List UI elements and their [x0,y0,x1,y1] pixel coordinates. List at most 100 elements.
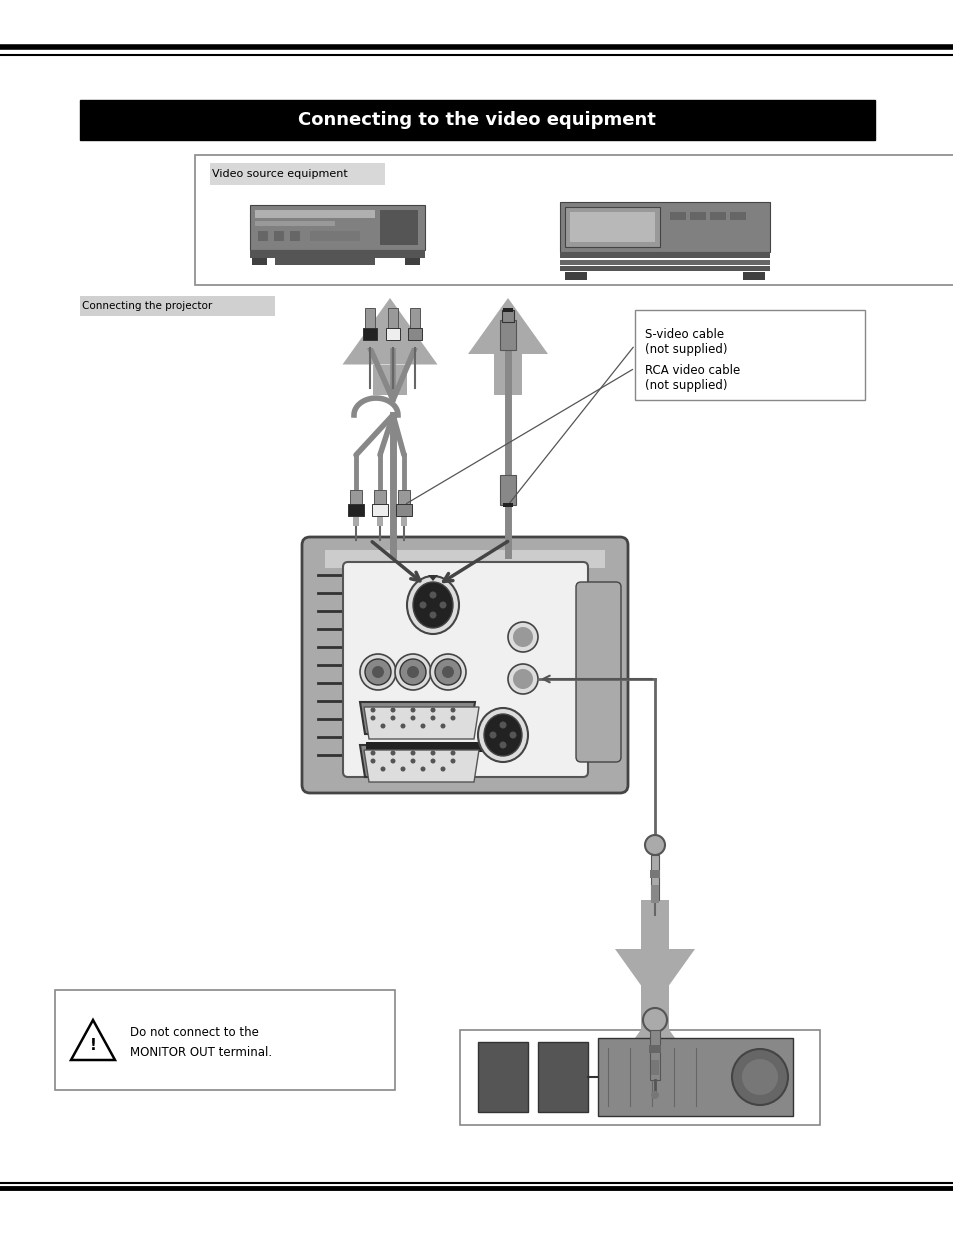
Circle shape [430,715,435,720]
Text: Video source equipment: Video source equipment [212,169,348,179]
Bar [400,516,407,526]
Polygon shape [615,1010,695,1066]
Text: Do not connect to the: Do not connect to the [130,1025,258,1039]
Circle shape [390,751,395,756]
Circle shape [741,1058,778,1095]
Bar [569,212,655,242]
Bar [390,340,395,348]
Circle shape [429,592,436,599]
Ellipse shape [407,576,458,634]
Bar [689,212,705,220]
Circle shape [380,767,385,772]
Circle shape [370,751,375,756]
Bar [254,210,375,219]
Circle shape [430,708,435,713]
Circle shape [435,659,460,685]
Bar [742,272,764,280]
Bar [410,308,419,336]
Bar [669,212,685,220]
Text: S-video cable: S-video cable [644,329,723,342]
Bar [648,1045,660,1053]
Circle shape [407,666,418,678]
Circle shape [410,715,416,720]
Text: (not supplied): (not supplied) [644,378,727,391]
Bar [290,231,299,241]
Text: (not supplied): (not supplied) [644,343,727,357]
Bar [477,1042,527,1112]
Bar [194,156,953,285]
Bar [353,516,358,526]
Bar [366,742,484,752]
Bar [598,1037,792,1116]
Bar [367,340,373,348]
Circle shape [650,1091,659,1099]
Bar [374,490,386,513]
Polygon shape [71,1020,115,1060]
Circle shape [390,758,395,763]
Text: RCA video cable: RCA video cable [644,363,740,377]
Polygon shape [468,298,547,354]
Circle shape [489,731,496,739]
FancyBboxPatch shape [302,537,627,793]
Bar [494,354,521,395]
Circle shape [440,767,445,772]
Bar [257,231,268,241]
Ellipse shape [477,708,527,762]
Bar [537,1042,587,1112]
Circle shape [410,751,416,756]
Circle shape [507,664,537,694]
Circle shape [365,659,391,685]
Bar [559,261,769,266]
Circle shape [429,611,436,619]
Circle shape [395,655,431,690]
Circle shape [513,627,533,647]
Circle shape [450,751,455,756]
Bar [325,550,604,568]
Bar [459,1030,820,1125]
Bar [373,364,406,395]
Bar [412,340,417,348]
Bar [350,490,361,513]
Bar [559,266,769,270]
Bar [397,490,410,513]
Circle shape [410,708,416,713]
Bar [559,252,769,258]
Circle shape [390,708,395,713]
Bar [640,915,668,1066]
Bar [650,855,659,900]
Bar [388,308,397,336]
Bar [635,310,864,400]
Bar [80,296,274,316]
Circle shape [420,724,425,729]
Bar [310,231,359,241]
Bar [80,100,874,140]
Bar [210,163,385,185]
Bar [274,231,284,241]
FancyBboxPatch shape [576,582,620,762]
Bar [376,516,382,526]
Polygon shape [359,745,475,777]
Circle shape [450,715,455,720]
Circle shape [410,758,416,763]
Text: MONITOR OUT terminal.: MONITOR OUT terminal. [130,1046,272,1058]
Bar [274,258,375,266]
Circle shape [499,741,506,748]
Circle shape [400,767,405,772]
Circle shape [507,622,537,652]
Bar [363,329,376,340]
Circle shape [450,758,455,763]
Circle shape [513,669,533,689]
Text: Connecting the projector: Connecting the projector [82,301,212,311]
Bar [650,1060,659,1074]
Polygon shape [364,750,478,782]
Circle shape [642,1008,666,1032]
Circle shape [644,835,664,855]
Bar [405,258,419,266]
Circle shape [370,715,375,720]
Circle shape [380,724,385,729]
Bar [729,212,745,220]
Circle shape [420,767,425,772]
Circle shape [430,751,435,756]
Bar [372,504,388,516]
Bar [502,308,513,312]
